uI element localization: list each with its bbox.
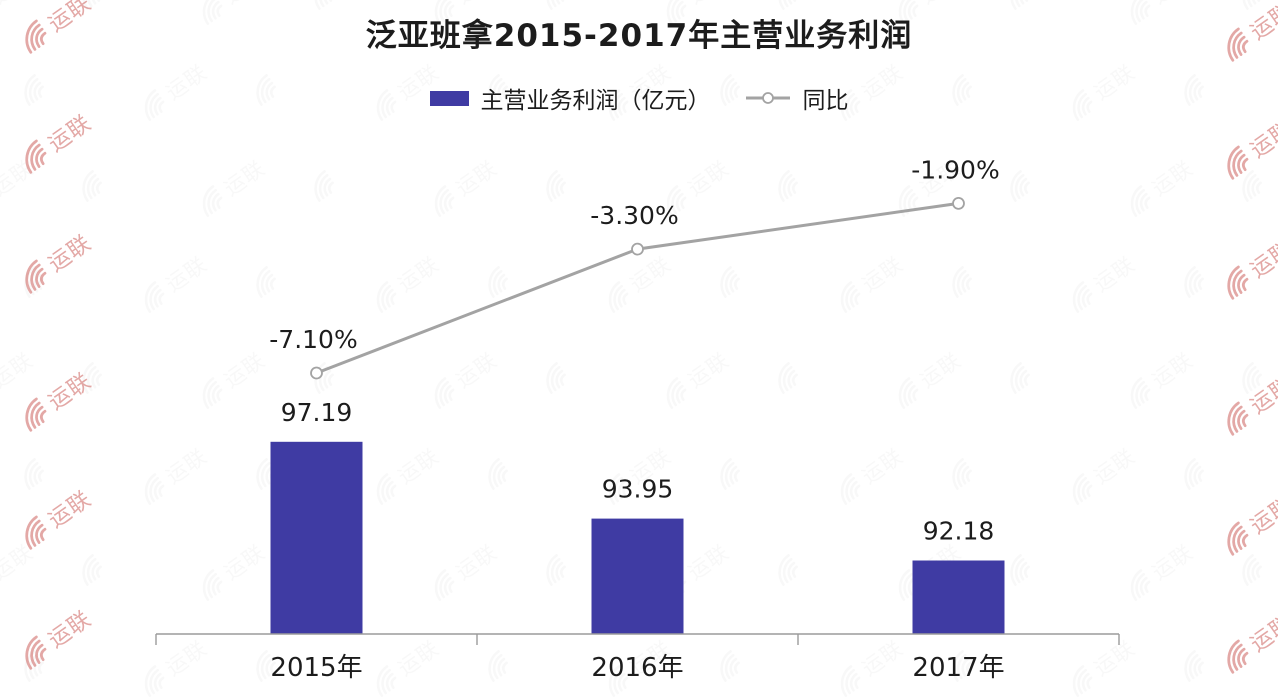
line-value-label: -1.90% <box>911 155 999 184</box>
category-label: 2015年 <box>270 653 362 683</box>
bar-value-label: 97.19 <box>281 398 353 427</box>
chart-title: 泛亚班拿2015-2017年主营业务利润 <box>365 18 913 54</box>
bar <box>270 441 363 634</box>
line-series-label: 同比 <box>802 88 849 114</box>
line-marker <box>631 242 644 256</box>
line-marker-glyph <box>745 92 790 104</box>
category-label: 2016年 <box>591 653 683 683</box>
line-series-swatch <box>745 90 791 106</box>
bar <box>912 560 1005 634</box>
bar-series-swatch <box>429 90 469 106</box>
line-value-label: -3.30% <box>590 201 678 230</box>
line-value-label: -7.10% <box>269 325 357 354</box>
category-label: 2017年 <box>912 653 1004 683</box>
bar <box>591 518 684 634</box>
bar-value-label: 92.18 <box>923 517 995 546</box>
line-marker <box>952 196 965 210</box>
bar-series-label: 主营业务利润（亿元） <box>480 88 711 114</box>
bar-value-label: 93.95 <box>602 475 674 504</box>
line-marker <box>310 366 323 380</box>
legend: 主营业务利润（亿元） 同比 <box>0 81 1278 115</box>
